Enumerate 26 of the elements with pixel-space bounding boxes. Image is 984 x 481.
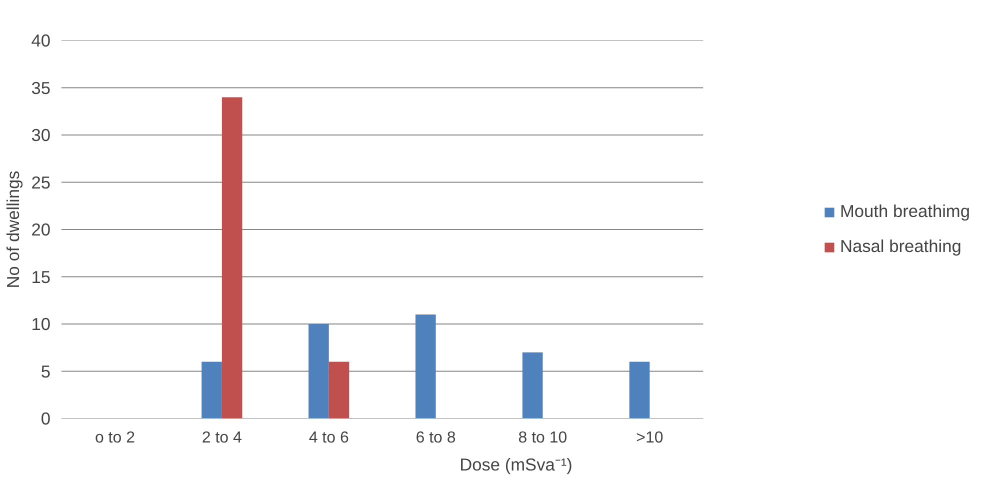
bar: [629, 362, 650, 418]
y-tick-label: 35: [31, 78, 51, 98]
bar: [415, 314, 436, 418]
x-tick-label: 4 to 6: [308, 430, 349, 446]
y-axis-title: No of dwellings: [3, 170, 24, 288]
y-tick-label: 0: [40, 408, 51, 428]
x-tick-label: o to 2: [94, 430, 136, 446]
bar: [202, 362, 222, 418]
y-tick-label: 25: [31, 172, 51, 192]
x-tick-label: 8 to 10: [518, 430, 568, 446]
bar: [328, 362, 350, 418]
x-axis-title: Dose (mSva⁻¹): [460, 454, 572, 474]
y-tick-label: 40: [31, 30, 51, 50]
y-tick-label: 30: [31, 125, 51, 145]
bar: [522, 352, 543, 418]
x-tick-label: >10: [636, 430, 664, 446]
bar: [222, 97, 242, 418]
legend-label: Mouth breathimg: [840, 201, 970, 222]
x-tick-label: 6 to 8: [416, 430, 456, 446]
legend-label: Nasal breathing: [840, 236, 962, 257]
x-tick-label: 2 to 4: [202, 430, 242, 446]
y-tick-label: 5: [40, 361, 51, 382]
y-tick-label: 20: [31, 220, 51, 240]
bar: [308, 324, 329, 418]
y-tick-label: 10: [31, 314, 51, 334]
y-tick-label: 15: [31, 266, 51, 287]
